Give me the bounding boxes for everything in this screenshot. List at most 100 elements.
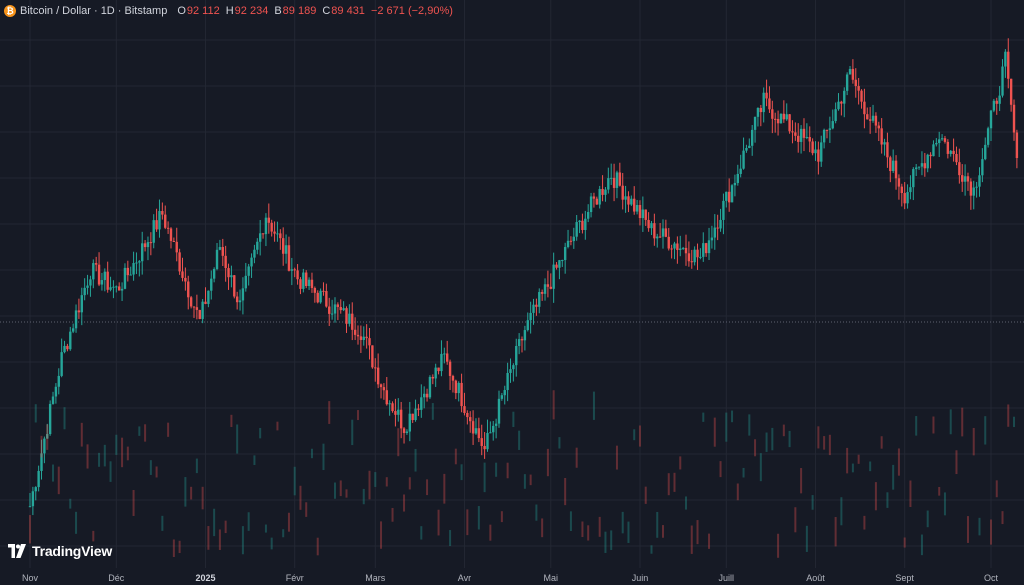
tradingview-logo-icon [8, 544, 26, 558]
symbol-title[interactable]: Bitcoin / Dollar · 1D · Bitstamp [20, 5, 168, 17]
tradingview-watermark[interactable]: TradingView [6, 543, 112, 559]
candle-body [808, 137, 811, 142]
volume-bar [207, 526, 210, 550]
candle-body [299, 279, 302, 289]
candlestick-chart[interactable] [0, 0, 1024, 568]
volume-bar [426, 479, 429, 496]
volume-bar [103, 444, 106, 467]
candle-body [601, 188, 604, 195]
candle-body [51, 396, 55, 404]
volume-bar [909, 480, 912, 507]
volume-bar [621, 511, 624, 534]
volume-bar [230, 414, 233, 428]
candle-body [117, 286, 121, 291]
volume-bar [218, 529, 221, 550]
candle-body [906, 192, 909, 204]
candle-body [868, 119, 872, 121]
volume-bar [771, 427, 774, 451]
candle-body [290, 269, 294, 271]
volume-bar [972, 427, 975, 456]
candle-body [489, 432, 492, 434]
candle-body [535, 304, 538, 307]
candle-body [727, 191, 731, 203]
candle-body [716, 227, 719, 229]
volume-bar [328, 401, 331, 424]
candle-body [181, 271, 184, 278]
candle-body [422, 393, 426, 398]
candle-body [224, 255, 227, 269]
candle-body [155, 220, 158, 230]
candle-body [382, 387, 386, 391]
candle-body [34, 487, 37, 492]
candle-body [394, 411, 397, 415]
volume-bar [345, 489, 348, 498]
volume-bar [414, 448, 417, 472]
candle-body [92, 263, 95, 280]
candle-body [402, 428, 406, 433]
candle-body [325, 291, 328, 307]
volume-bar [466, 509, 469, 536]
volume-bar [333, 482, 336, 499]
candle-body [135, 262, 138, 264]
candle-body [474, 428, 478, 434]
volume-bar [851, 463, 854, 473]
candle-body [238, 300, 242, 303]
volume-bar [299, 485, 302, 510]
price-chart[interactable] [0, 0, 1024, 568]
candle-body [471, 421, 475, 434]
candle-body [681, 247, 685, 249]
candle-body [284, 245, 288, 254]
volume-bar [149, 460, 152, 475]
candle-body [66, 345, 69, 350]
candle-body [607, 178, 610, 190]
volume-bar [828, 434, 831, 456]
candle-body [578, 220, 581, 223]
candle-body [889, 157, 892, 172]
volume-bar [454, 448, 457, 465]
candle-body [333, 304, 337, 314]
candle-body [586, 212, 590, 219]
candle-body [233, 275, 236, 297]
candle-body [989, 110, 993, 129]
candle-body [244, 275, 247, 289]
candle-body [1012, 104, 1016, 133]
candle-body [446, 353, 449, 362]
candle-body [443, 353, 446, 355]
candle-body [141, 243, 144, 262]
candle-body [736, 173, 740, 183]
candle-body [656, 236, 659, 239]
candle-body [486, 432, 489, 450]
volume-bar [195, 458, 198, 474]
volume-bar [282, 529, 285, 538]
candle-body [779, 113, 783, 124]
volume-bar [270, 537, 273, 550]
candle-body [742, 150, 745, 169]
candle-body [693, 249, 696, 263]
candle-body [454, 380, 458, 394]
volume-bar [915, 416, 918, 436]
candle-body [558, 260, 561, 268]
volume-bar [644, 486, 647, 504]
candle-body [385, 390, 388, 405]
volume-bar [316, 537, 319, 556]
candle-body [986, 128, 990, 145]
volume-bar [863, 515, 866, 530]
candle-body [235, 296, 239, 303]
candle-body [1004, 51, 1007, 67]
volume-bar [259, 427, 262, 439]
candle-body [774, 118, 777, 120]
candle-body [526, 320, 529, 331]
time-axis[interactable]: Nov Déc 2025 Févr Mars Avr Mai Juin Juill Août Sep… [0, 568, 1024, 585]
candle-body [811, 141, 814, 154]
volume-bar [518, 430, 521, 450]
candle-body [132, 263, 135, 275]
volume-bar [391, 507, 394, 522]
candle-body [722, 200, 725, 220]
volume-bar [656, 511, 659, 538]
volume-bar [552, 390, 555, 420]
candle-body [684, 247, 688, 254]
volume-bar [995, 480, 998, 498]
candle-body [725, 191, 728, 201]
candle-body [690, 261, 693, 263]
candle-body [192, 306, 196, 308]
